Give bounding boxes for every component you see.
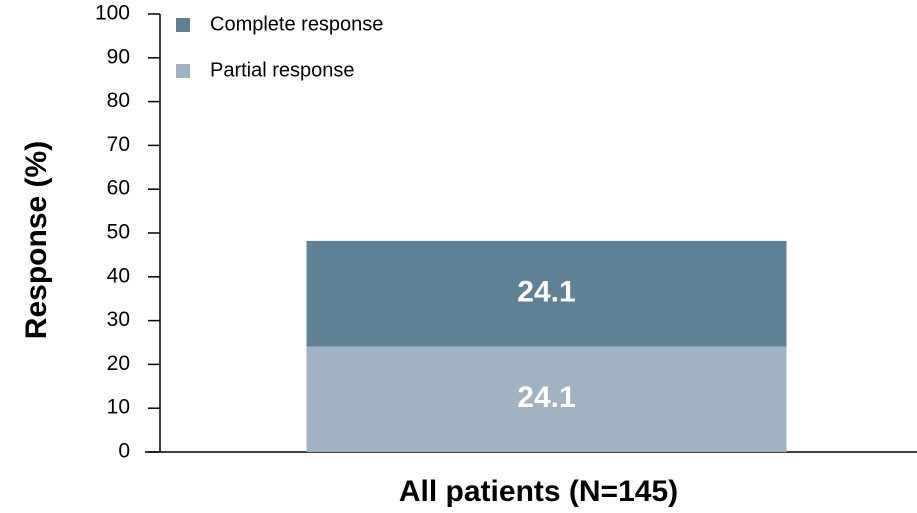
x-tick-label: All patients (N=145) [399,475,678,508]
legend-swatch [176,18,190,32]
y-tick-label: 70 [107,133,130,156]
value-label: 24.1 [517,276,575,309]
y-tick-label: 10 [107,396,130,419]
legend-swatch [176,64,190,78]
y-tick-label: 90 [107,45,130,68]
y-tick-label: 0 [118,440,130,463]
legend-label: Partial response [210,59,355,81]
y-tick-label: 40 [107,264,130,287]
y-tick-label: 80 [107,89,130,112]
y-tick-label: 60 [107,177,130,200]
value-label: 24.1 [517,381,575,414]
legend-label: Complete response [210,13,383,35]
y-tick-label: 30 [107,308,130,331]
y-tick-label: 20 [107,352,130,375]
bar-segment [306,346,787,452]
y-tick-label: 50 [107,221,130,244]
y-axis-title: Response (%) [20,141,53,339]
y-tick-label: 100 [95,2,130,25]
bar-segment [306,240,787,347]
